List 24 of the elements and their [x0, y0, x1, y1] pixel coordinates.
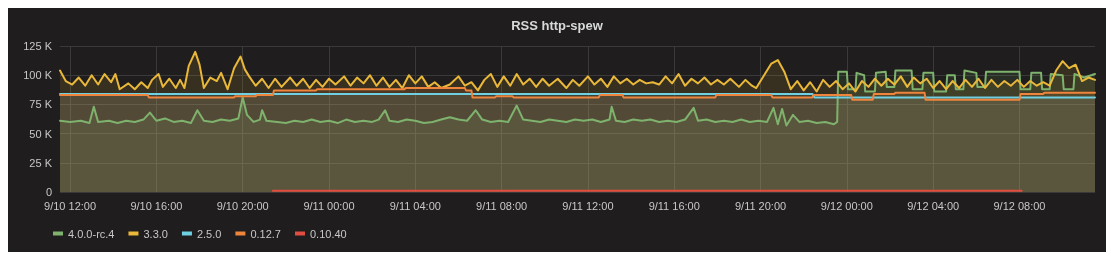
legend-label: 4.0.0-rc.4: [68, 227, 115, 240]
y-tick-label: 50 K: [29, 127, 53, 140]
y-tick-label: 25 K: [29, 156, 53, 169]
x-tick-label: 9/10 12:00: [44, 199, 97, 212]
x-tick-label: 9/11 08:00: [476, 199, 528, 212]
legend-label: 3.3.0: [143, 227, 168, 240]
y-tick-label: 0: [45, 186, 52, 198]
x-tick-label: 9/12 04:00: [907, 199, 960, 212]
y-tick-label: 75 K: [29, 98, 53, 111]
chart-title: RSS http-spew: [511, 18, 604, 33]
x-tick-label: 9/11 12:00: [562, 199, 614, 212]
y-tick-label: 125 K: [23, 40, 53, 52]
x-tick-label: 9/12 00:00: [820, 199, 873, 212]
x-tick-label: 9/11 20:00: [734, 199, 787, 212]
legend-label: 0.10.40: [309, 227, 347, 240]
x-tick-label: 9/12 08:00: [993, 199, 1046, 212]
x-tick-label: 9/11 16:00: [648, 199, 700, 212]
x-tick-label: 9/10 20:00: [216, 199, 269, 212]
y-tick-label: 100 K: [23, 69, 53, 82]
x-tick-label: 9/11 04:00: [389, 199, 441, 212]
legend-label: 2.5.0: [196, 227, 222, 240]
x-tick-label: 9/11 00:00: [303, 199, 355, 212]
x-tick-label: 9/10 16:00: [130, 199, 183, 212]
legend-label: 0.12.7: [250, 227, 281, 240]
